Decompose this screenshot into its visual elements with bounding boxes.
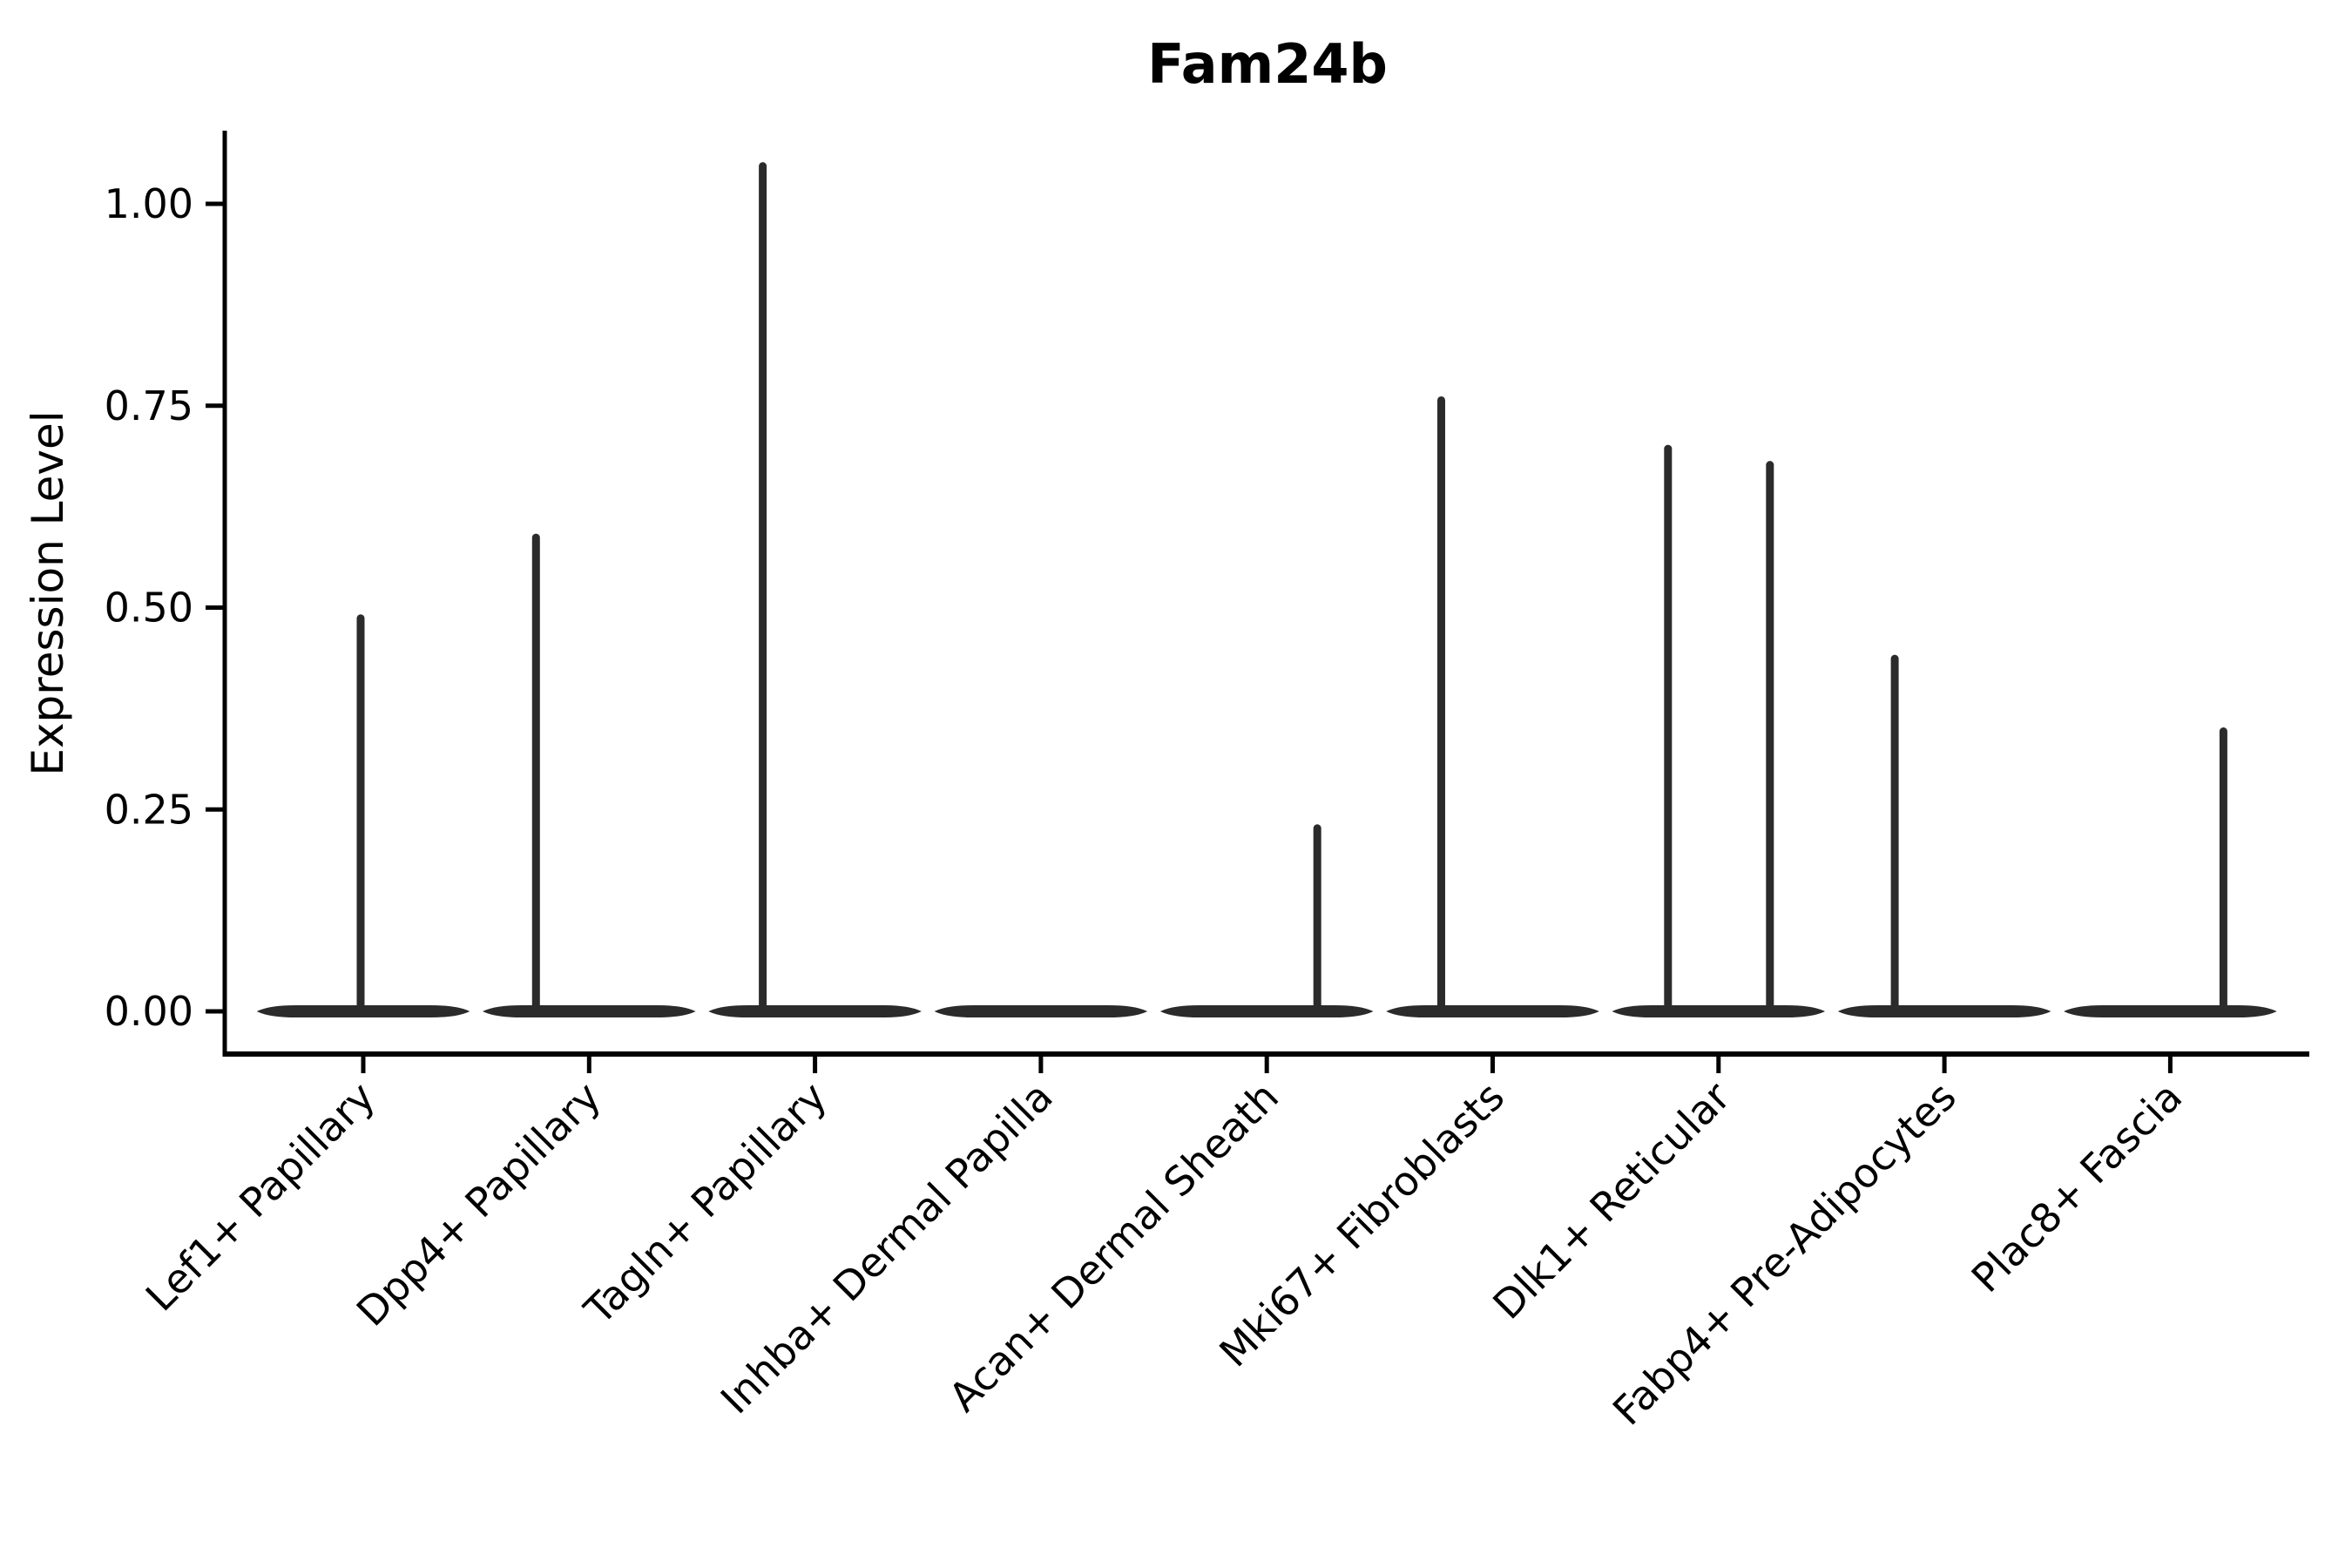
violin (708, 162, 922, 1017)
violin-base (1386, 1005, 1599, 1017)
y-tick-label: 0.75 (105, 382, 193, 429)
violin-base (934, 1005, 1148, 1017)
y-axis-label: Expression Level (23, 410, 73, 775)
violin (256, 614, 470, 1017)
violin (1837, 654, 2051, 1017)
x-tick-label: Tagln+ Papillary (575, 1073, 836, 1335)
y-tick-labels: 0.00 0.25 0.50 0.75 1.00 (105, 180, 193, 1035)
violin-base (483, 1005, 696, 1017)
violin-base (708, 1005, 922, 1017)
violins (256, 162, 2277, 1017)
violin (1386, 395, 1599, 1017)
violin-base (256, 1005, 470, 1017)
x-tick-label: Plac8+ Fascia (1963, 1073, 2191, 1301)
x-tick-label: Dlk1+ Reticular (1484, 1073, 1739, 1328)
axes (206, 131, 2309, 1073)
violin (483, 533, 696, 1017)
violin-base (1837, 1005, 2051, 1017)
violin (2064, 727, 2277, 1017)
violin-base (1160, 1005, 1374, 1017)
violin (934, 1005, 1148, 1017)
y-tick-label: 1.00 (105, 180, 193, 227)
violin-base (2064, 1005, 2277, 1017)
chart-title: Fam24b (1147, 32, 1388, 96)
x-tick-label: Dpp4+ Papillary (348, 1073, 610, 1335)
violin (1160, 824, 1374, 1017)
y-tick-label: 0.50 (105, 585, 193, 632)
y-tick-label: 0.25 (105, 786, 193, 833)
violin (1612, 444, 1825, 1017)
violin-base (1612, 1005, 1825, 1017)
y-tick-label: 0.00 (105, 988, 193, 1035)
x-tick-label: Lef1+ Papillary (137, 1073, 384, 1321)
